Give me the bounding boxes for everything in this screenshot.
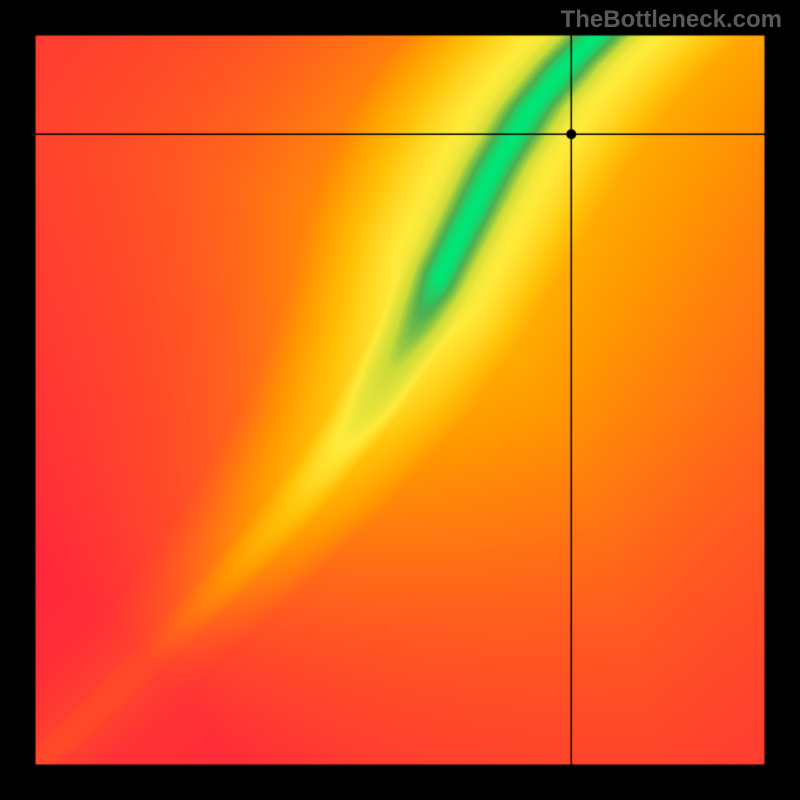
chart-container: TheBottleneck.com <box>0 0 800 800</box>
heatmap-canvas <box>0 0 800 800</box>
watermark-label: TheBottleneck.com <box>561 6 782 34</box>
